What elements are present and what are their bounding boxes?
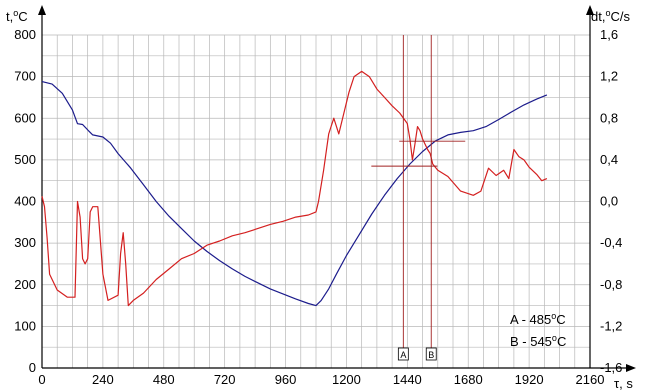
y-right-tick-label: -1,6 (600, 360, 622, 375)
y-left-tick-label: 800 (14, 27, 36, 42)
x-tick-label: 1440 (393, 372, 422, 387)
grid (42, 34, 590, 368)
x-tick-label: 960 (275, 372, 297, 387)
y-right-axis-arrow (586, 5, 594, 15)
derivative-line (41, 70, 548, 307)
x-tick-label: 720 (214, 372, 236, 387)
temperature-line (41, 81, 548, 307)
y-left-axis-arrow (38, 5, 46, 15)
tick-labels: 0 240 480 720 960 1200 1440 1680 1920 2160 0 100 200… (14, 27, 622, 387)
y-left-tick-label: 700 (14, 69, 36, 84)
marker-label-box (425, 347, 437, 361)
annotation-box: A - 485oC B - 545oC (510, 311, 566, 349)
y-left-tick-label: 0 (29, 360, 36, 375)
x-tick-label: 1920 (515, 372, 544, 387)
y-right-tick-label: -0,4 (600, 235, 622, 250)
axes (38, 5, 636, 372)
x-tick-label: 240 (92, 372, 114, 387)
y-left-tick-label: 200 (14, 277, 36, 292)
y-right-tick-label: 1,2 (600, 69, 618, 84)
y-left-tick-label: 100 (14, 318, 36, 333)
x-tick-label: 1200 (332, 372, 361, 387)
x-tick-label: 2160 (576, 372, 605, 387)
y-left-tick-label: 600 (14, 110, 36, 125)
annotation-b: B - 545oC (510, 333, 566, 349)
annotation-a: A - 485oC (510, 311, 566, 327)
y-right-tick-label: 1,6 (600, 27, 618, 42)
marker-label: B (428, 350, 434, 360)
y-left-tick-label: 300 (14, 235, 36, 250)
x-tick-label: 1680 (454, 372, 483, 387)
marker-label-box (397, 347, 409, 361)
y-right-tick-label: 0,4 (600, 152, 618, 167)
y-left-axis-label: t,oC (6, 8, 28, 24)
x-tick-label: 480 (153, 372, 175, 387)
marker-label: A (400, 350, 406, 360)
y-right-axis-label: dt,oC/s (591, 8, 630, 24)
y-right-tick-label: -0,8 (600, 277, 622, 292)
y-left-tick-label: 400 (14, 194, 36, 209)
y-left-tick-label: 500 (14, 152, 36, 167)
x-axis-arrow (626, 364, 636, 372)
x-axis-label: τ, s (614, 376, 633, 390)
y-right-tick-label: -1,2 (600, 318, 622, 333)
y-right-tick-label: 0,8 (600, 110, 618, 125)
y-right-tick-label: 0,0 (600, 194, 618, 209)
x-tick-label: 0 (38, 372, 45, 387)
